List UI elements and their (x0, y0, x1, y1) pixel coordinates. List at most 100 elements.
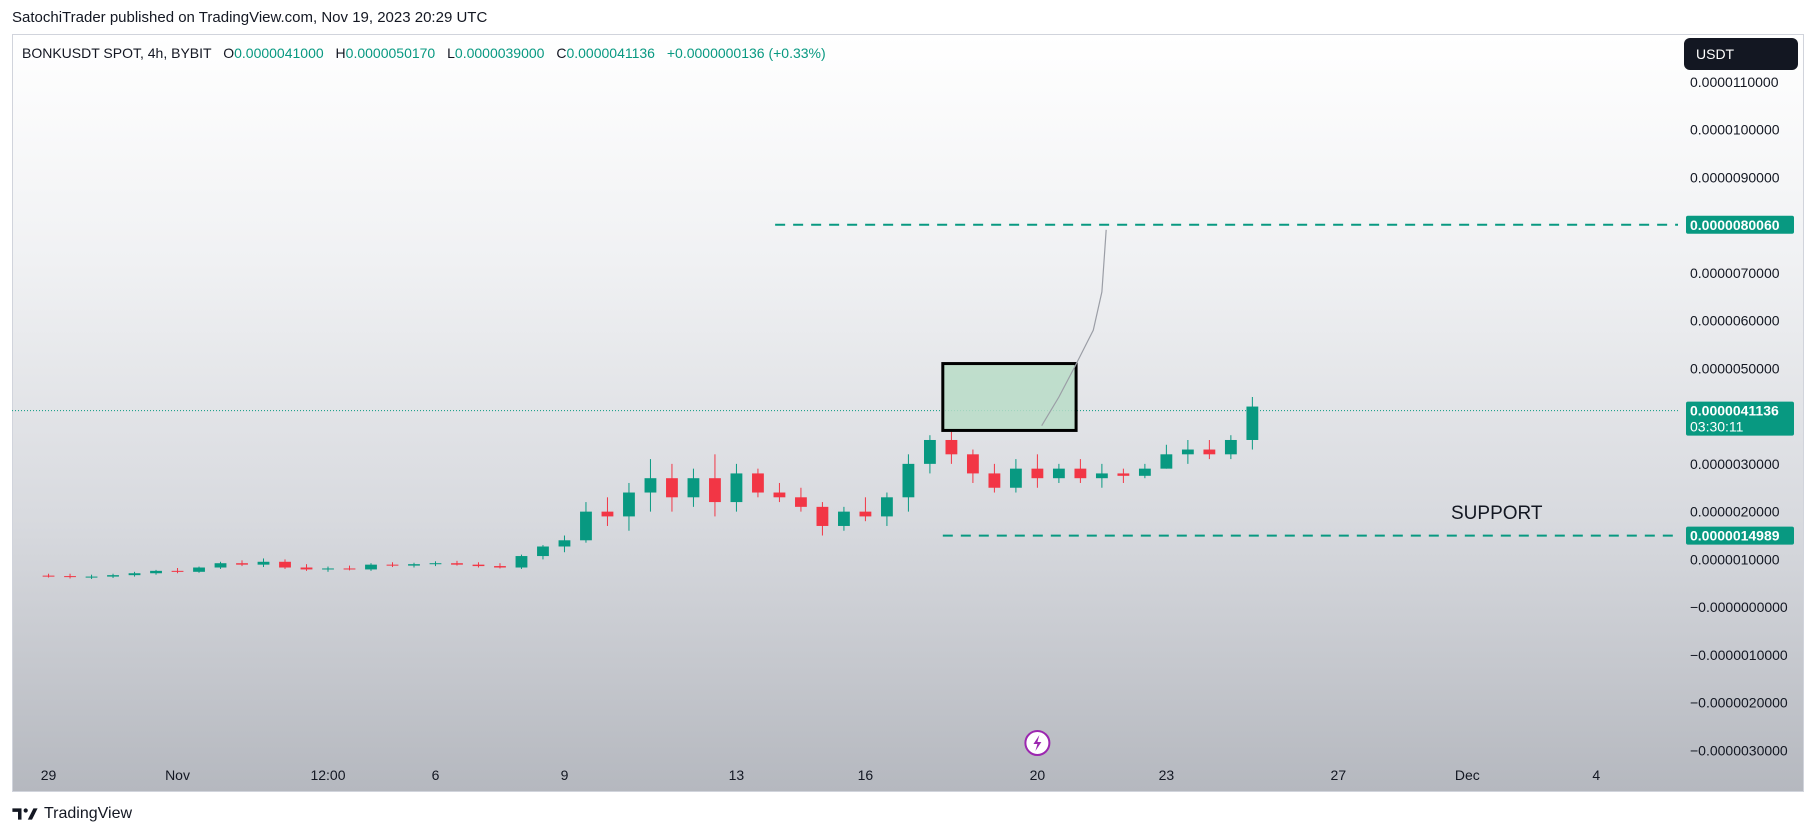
candle-body (1160, 454, 1173, 469)
candle (709, 454, 721, 517)
candle (279, 559, 291, 569)
candle-body (644, 478, 657, 493)
candle-body (300, 567, 313, 570)
candle-body (580, 511, 592, 541)
candle (365, 563, 377, 571)
candle (623, 482, 635, 531)
candle (1224, 435, 1237, 460)
candle (666, 463, 678, 512)
candle (881, 492, 893, 526)
candle-body (881, 497, 893, 517)
symbol-label[interactable]: BONKUSDT SPOT, 4h, BYBIT (22, 45, 212, 61)
x-tick-label: 23 (1159, 767, 1175, 783)
y-tick-label: −0.0000010000 (1690, 647, 1788, 663)
candle (472, 562, 485, 568)
change-value: +0.0000000136 (+0.33%) (666, 45, 826, 61)
candle (42, 573, 55, 578)
y-tick-label: −0.0000020000 (1690, 695, 1788, 711)
candle-body (494, 566, 506, 568)
y-tick-label: 0.0000100000 (1690, 122, 1780, 138)
candle (924, 435, 936, 474)
candle-body (795, 497, 807, 507)
ohlc-legend: BONKUSDT SPOT, 4h, BYBIT O0.0000041000 H… (22, 45, 826, 61)
candle (85, 574, 98, 579)
support-annotation[interactable]: SUPPORT (1451, 502, 1543, 524)
candle-body (773, 492, 786, 498)
candle-body (709, 478, 721, 503)
chart-pane[interactable] (12, 34, 1804, 792)
candle-body (85, 576, 98, 578)
price-label-text: 0.0000041136 (1690, 403, 1779, 419)
candle (343, 565, 356, 571)
y-tick-label: 0.0000090000 (1690, 169, 1780, 185)
candle (730, 463, 743, 512)
x-tick-label: 4 (1592, 767, 1600, 783)
projection-path (1041, 229, 1107, 426)
candle (386, 562, 399, 568)
candle-body (257, 561, 270, 565)
candle-body (214, 563, 227, 568)
candle (107, 573, 119, 579)
candle-body (42, 575, 55, 577)
candle (1246, 397, 1259, 450)
y-tick-label: 0.0000050000 (1690, 360, 1780, 376)
tradingview-logo-icon (12, 808, 38, 820)
candle-body (1052, 468, 1065, 479)
candle (150, 569, 162, 575)
candle (494, 563, 506, 569)
y-tick-label: 0.0000070000 (1690, 265, 1780, 281)
candle (257, 558, 270, 568)
currency-button[interactable]: USDT (1684, 38, 1798, 70)
drawings (775, 223, 1678, 537)
candle-body (451, 563, 463, 565)
price-label-bg (1686, 401, 1794, 436)
candle-body (1203, 449, 1216, 455)
candle (408, 562, 420, 568)
candle-body (1181, 449, 1194, 455)
candle-body (1138, 468, 1151, 476)
x-tick-label: 27 (1331, 767, 1347, 783)
candle-body (1009, 468, 1022, 488)
event-icon (1024, 730, 1051, 756)
low-value: 0.0000039000 (454, 45, 545, 61)
candle-body (128, 573, 141, 576)
y-tick-label: −0.0000000000 (1690, 599, 1788, 615)
price-label-target: 0.0000080060 (1686, 215, 1794, 234)
price-label-text: 0.0000080060 (1690, 217, 1780, 233)
x-tick-label: Dec (1455, 767, 1480, 783)
candle (988, 463, 1001, 493)
open-key: O (223, 45, 235, 61)
candle-body (1031, 468, 1044, 479)
candle (236, 560, 248, 567)
candle (1181, 439, 1194, 464)
candle-body (988, 473, 1001, 488)
breakout-box (941, 362, 1078, 432)
candle-body (64, 576, 76, 578)
candle-body (322, 568, 334, 570)
candle-body (472, 564, 485, 567)
countdown-text: 03:30:11 (1690, 419, 1744, 435)
candle (644, 459, 657, 512)
price-label-bg (1686, 526, 1794, 545)
candle-body (150, 570, 162, 574)
candle (429, 561, 442, 567)
candle (128, 571, 141, 577)
candle (1074, 459, 1087, 483)
candle (1095, 463, 1108, 488)
candle (945, 430, 958, 464)
high-value: 0.0000050170 (345, 45, 436, 61)
candle-body (171, 570, 184, 572)
candle (902, 454, 915, 512)
y-tick-label: −0.0000030000 (1690, 742, 1788, 758)
candle (1009, 459, 1022, 493)
price-label-bg (1686, 215, 1794, 234)
candle (601, 497, 614, 526)
candle-body (859, 511, 872, 517)
candle (515, 554, 528, 569)
x-tick-label: 29 (41, 767, 57, 783)
price-axis: 0.0000110000 0.0000100000 0.0000090000 0.00… (1686, 74, 1794, 758)
candle (752, 468, 764, 498)
candle-body (1095, 473, 1108, 479)
tradingview-footer[interactable]: TradingView (12, 805, 132, 823)
